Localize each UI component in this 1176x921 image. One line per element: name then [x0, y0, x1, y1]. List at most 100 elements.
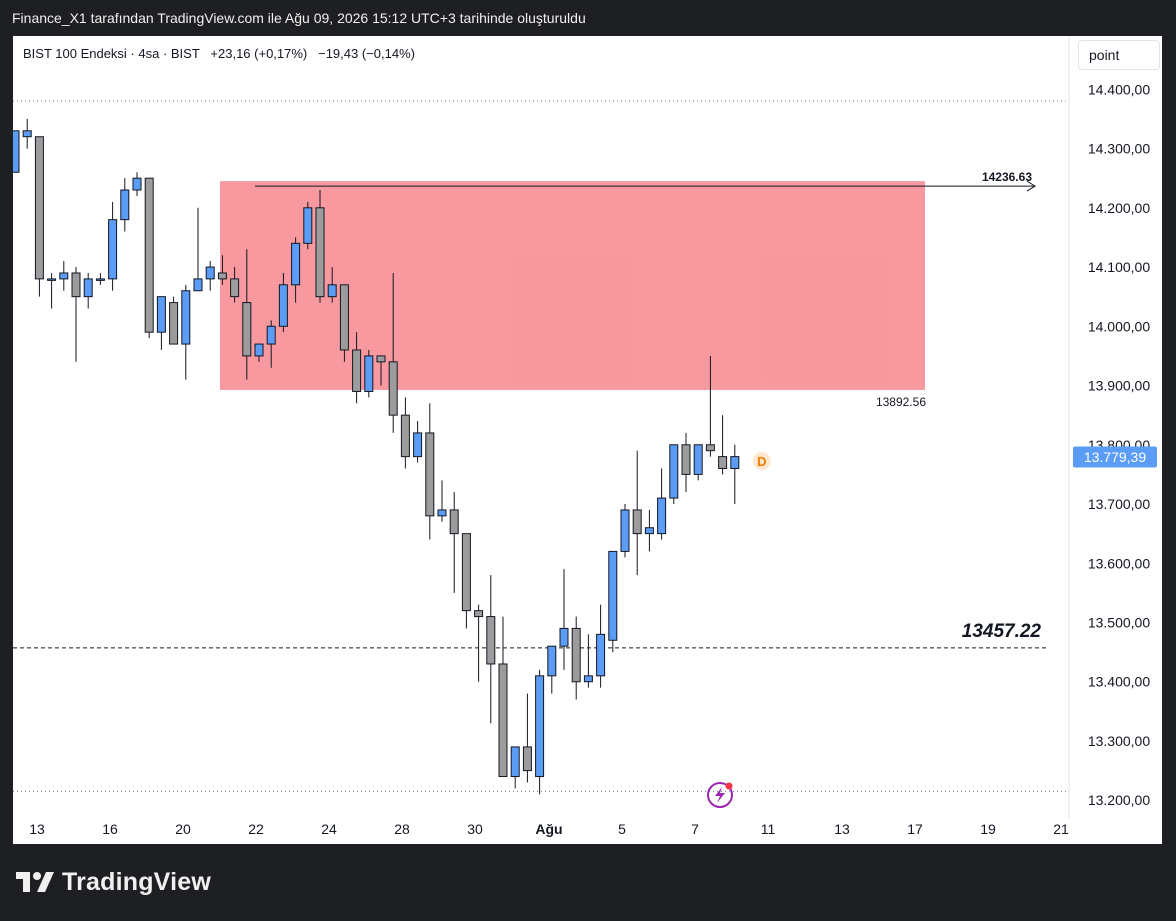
- candle[interactable]: [522, 693, 532, 783]
- candle[interactable]: [620, 504, 630, 558]
- candle[interactable]: [193, 207, 203, 292]
- time-tick-label: 21: [1053, 821, 1069, 837]
- candle-body: [181, 290, 191, 345]
- candle-body: [388, 361, 398, 416]
- candle-body: [144, 177, 154, 333]
- time-axis[interactable]: 13 16 20 22 24 28 30 Ağu 5 7 11 13 17 19 21: [29, 821, 1069, 837]
- candle[interactable]: [242, 249, 252, 380]
- price-tick-label: 13.700,00: [1088, 496, 1150, 512]
- supply-zone[interactable]: [220, 181, 925, 390]
- dividend-marker[interactable]: D: [752, 451, 771, 470]
- candle[interactable]: [34, 136, 44, 297]
- candle[interactable]: [693, 444, 703, 481]
- candle[interactable]: [108, 201, 118, 291]
- candle[interactable]: [705, 355, 715, 457]
- time-tick-label: 19: [980, 821, 996, 837]
- candle-body: [474, 610, 484, 618]
- candle-body: [303, 207, 313, 244]
- candle[interactable]: [718, 415, 728, 475]
- candle-body: [620, 509, 630, 552]
- candle[interactable]: [364, 349, 374, 398]
- candle-body: [461, 533, 471, 612]
- candle-body: [34, 136, 44, 280]
- candle[interactable]: [181, 284, 191, 380]
- candle[interactable]: [400, 397, 410, 469]
- candle[interactable]: [388, 272, 398, 433]
- candle[interactable]: [303, 201, 313, 250]
- candle[interactable]: [681, 432, 691, 493]
- price-tick-label: 14.100,00: [1088, 259, 1150, 275]
- attribution-text: Finance_X1 tarafından TradingView.com il…: [12, 10, 586, 26]
- candle[interactable]: [169, 296, 179, 345]
- candle[interactable]: [608, 550, 618, 653]
- candle-body: [169, 302, 179, 345]
- candle[interactable]: [583, 634, 593, 688]
- candle[interactable]: [339, 284, 349, 362]
- candle-body: [71, 272, 81, 298]
- candle[interactable]: [156, 296, 166, 350]
- candle[interactable]: [144, 177, 154, 339]
- candle[interactable]: [657, 468, 667, 540]
- candle[interactable]: [437, 480, 447, 522]
- candle[interactable]: [559, 569, 569, 670]
- candle[interactable]: [22, 118, 32, 149]
- price-tick-label: 14.200,00: [1088, 200, 1150, 216]
- candle[interactable]: [266, 320, 276, 368]
- candle[interactable]: [413, 421, 423, 463]
- price-tick-label: 14.400,00: [1088, 81, 1150, 97]
- candle[interactable]: [461, 533, 471, 629]
- last-price-value: 13.779,39: [1084, 449, 1146, 465]
- candle-body: [681, 444, 691, 475]
- candle[interactable]: [291, 237, 301, 303]
- candle[interactable]: [47, 272, 57, 309]
- candle[interactable]: [217, 255, 227, 285]
- candle[interactable]: [13, 130, 20, 173]
- candle-body: [95, 278, 105, 281]
- candle[interactable]: [376, 355, 386, 386]
- candle[interactable]: [669, 444, 679, 505]
- candle[interactable]: [278, 272, 288, 333]
- candle[interactable]: [425, 403, 435, 540]
- candle-body: [193, 278, 203, 292]
- candle[interactable]: [644, 509, 654, 552]
- candle[interactable]: [352, 332, 362, 404]
- candle[interactable]: [449, 492, 459, 593]
- candle[interactable]: [596, 604, 606, 688]
- candle-body: [596, 633, 606, 677]
- candle[interactable]: [120, 178, 130, 232]
- lightning-icon[interactable]: [707, 782, 733, 808]
- chart-panel[interactable]: 13892.56 14236.63 13457.22 D 13.200,00 13…: [13, 36, 1162, 844]
- candle[interactable]: [547, 645, 557, 694]
- candle-body: [693, 444, 703, 475]
- candle[interactable]: [327, 267, 337, 303]
- candlestick-chart[interactable]: 13892.56 14236.63 13457.22 D 13.200,0013…: [13, 36, 1162, 844]
- candle[interactable]: [498, 616, 508, 778]
- change-value-secondary: −19,43 (−0,14%): [318, 46, 415, 61]
- candle-body: [657, 497, 667, 535]
- candle[interactable]: [59, 261, 69, 291]
- candle[interactable]: [571, 616, 581, 700]
- candle-body: [266, 325, 276, 345]
- candle[interactable]: [71, 267, 81, 362]
- candle[interactable]: [95, 272, 105, 285]
- candle[interactable]: [486, 575, 496, 724]
- price-axis[interactable]: 13.200,00 13.300,00 13.400,00 13.500,00 13.6…: [1088, 81, 1150, 808]
- candle[interactable]: [205, 261, 215, 291]
- candle-body: [510, 746, 520, 778]
- candle[interactable]: [83, 272, 93, 309]
- candle[interactable]: [632, 450, 642, 576]
- candle[interactable]: [730, 444, 740, 505]
- candle[interactable]: [510, 746, 520, 789]
- candle[interactable]: [254, 343, 264, 362]
- candle-body: [230, 278, 240, 298]
- target-level-label: 14236.63: [982, 170, 1032, 184]
- candle-body: [132, 177, 142, 191]
- candle[interactable]: [230, 267, 240, 303]
- candle[interactable]: [474, 604, 484, 682]
- dividend-marker-label: D: [757, 454, 766, 469]
- candle[interactable]: [132, 172, 142, 196]
- price-unit-button[interactable]: point: [1078, 40, 1160, 70]
- candle-body: [47, 278, 57, 281]
- candle[interactable]: [535, 669, 545, 795]
- candle[interactable]: [315, 190, 325, 303]
